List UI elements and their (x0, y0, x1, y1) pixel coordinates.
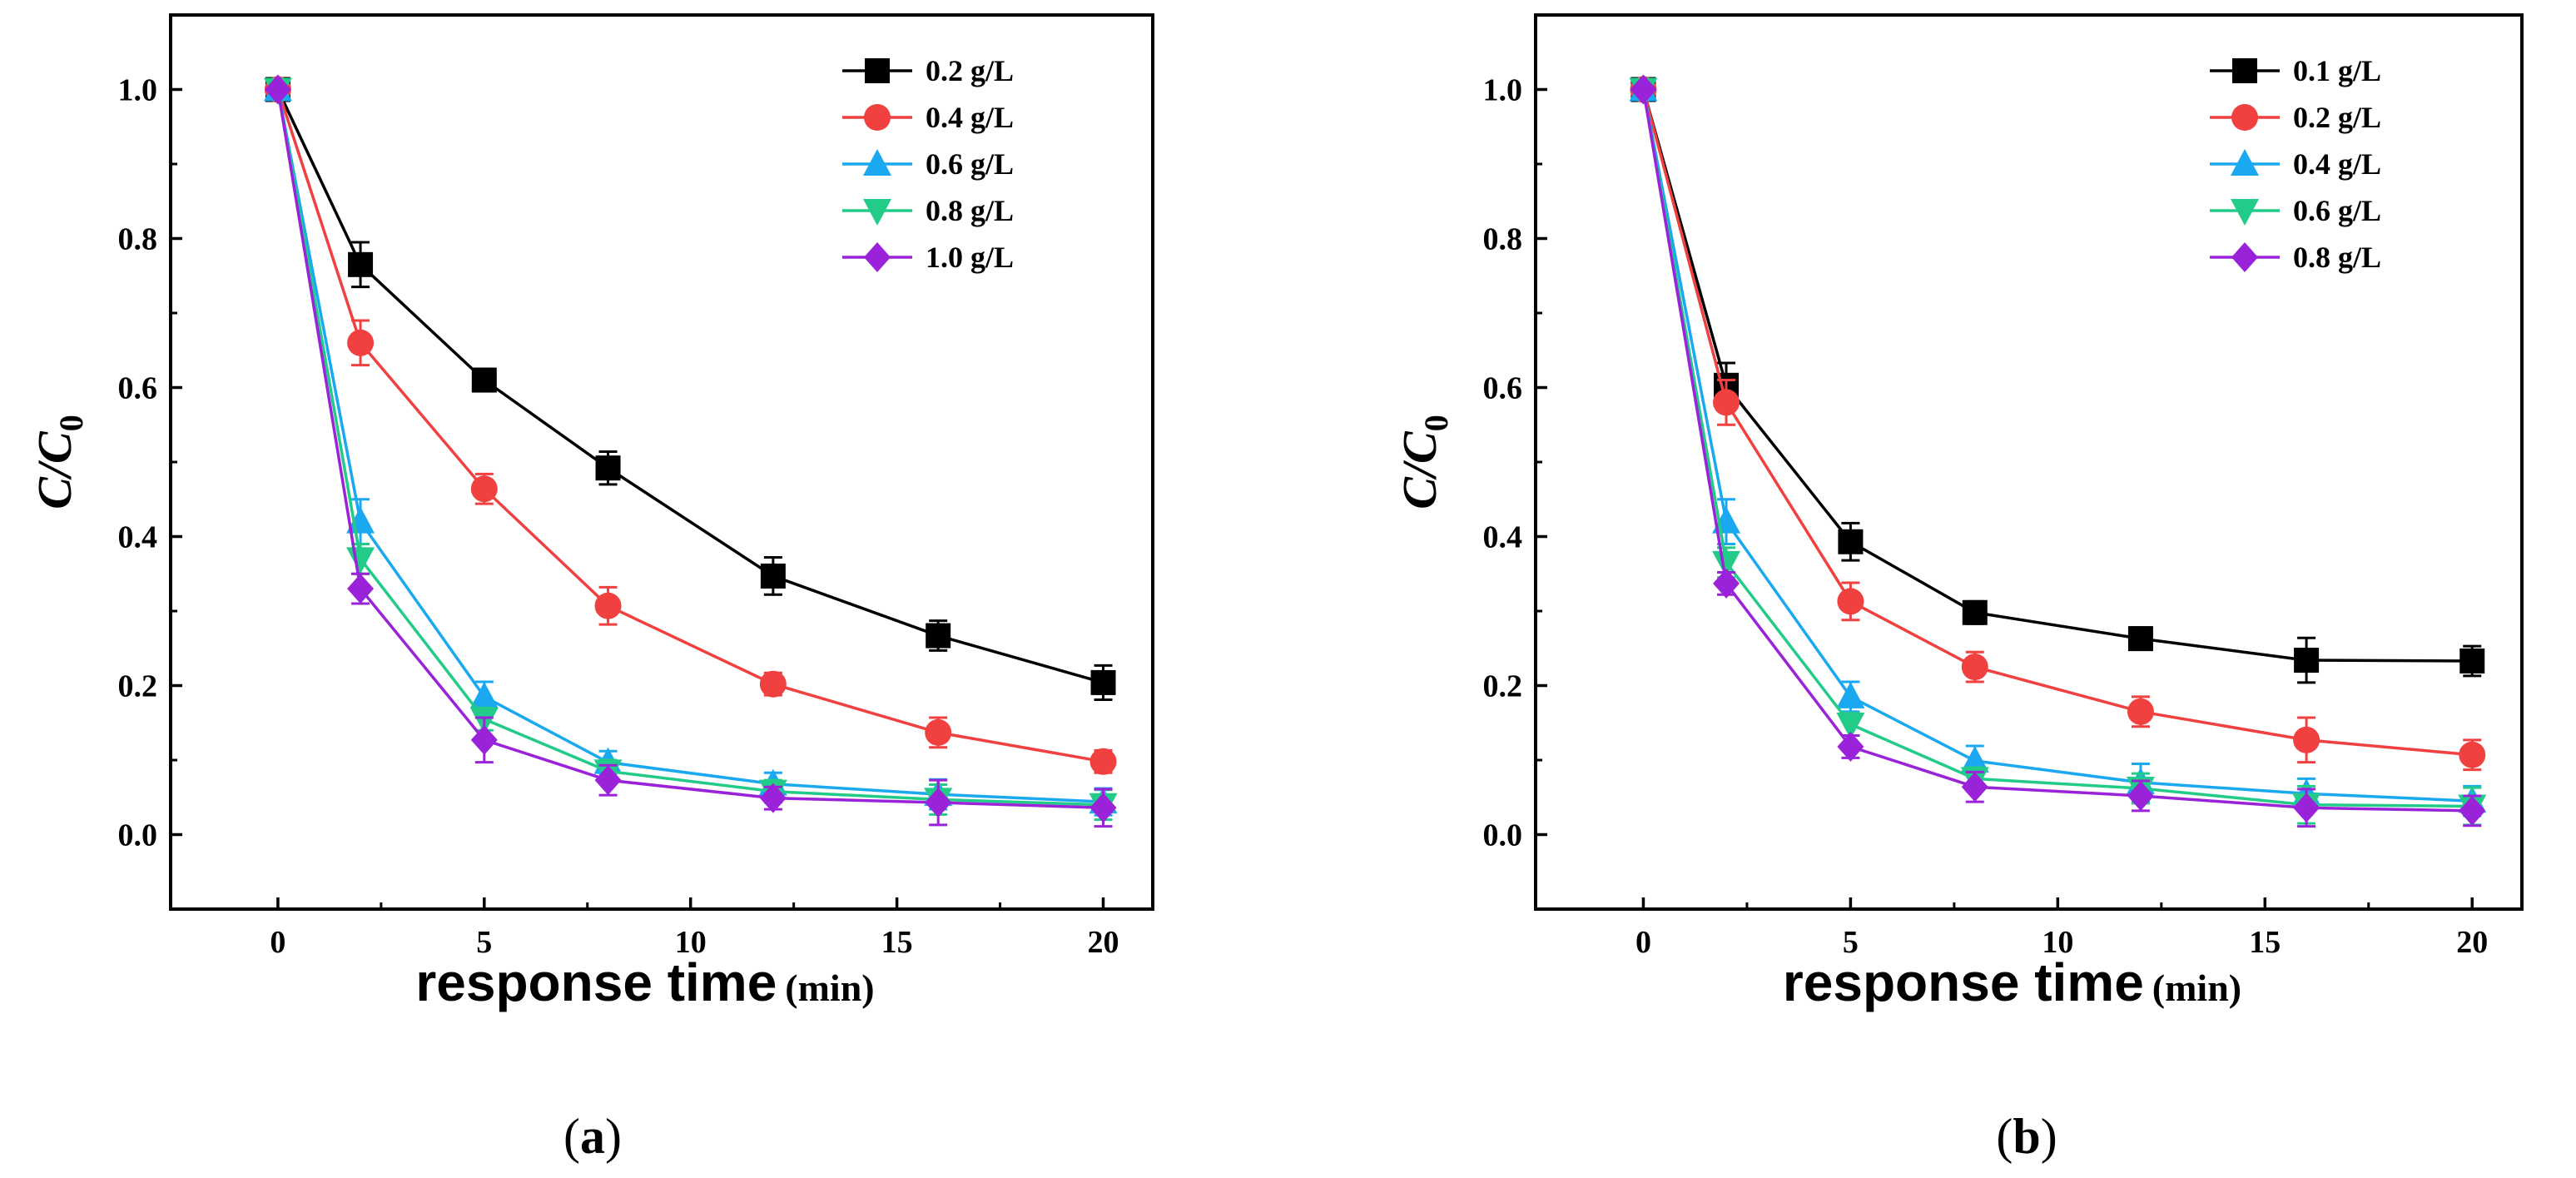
legend-label: 0.4 g/L (2293, 147, 2381, 181)
y-tick-label: 1.0 (1483, 73, 1523, 108)
series-0-4-g-L (265, 77, 1117, 775)
y-axis-label: C/C0 (27, 415, 90, 509)
data-point (2459, 742, 2485, 768)
y-axis-title: C/C (1392, 430, 1447, 509)
legend-label: 0.8 g/L (926, 194, 1014, 227)
panel-paren-close: ) (2041, 1109, 2057, 1164)
y-tick-label: 0.0 (1483, 818, 1523, 853)
legend-marker (2232, 58, 2257, 83)
data-point (1962, 772, 1988, 802)
legend-label: 0.6 g/L (2293, 194, 2381, 227)
panel-paren-close: ) (605, 1109, 622, 1164)
legend-label: 0.1 g/L (2293, 54, 2381, 87)
x-tick-label: 0 (270, 925, 285, 960)
data-point (471, 475, 498, 502)
y-tick-label: 0.4 (118, 520, 158, 555)
y-tick-label: 0.8 (1483, 222, 1523, 257)
series-1-0-g-L (265, 75, 1117, 827)
data-point (1837, 588, 1864, 614)
y-tick-label: 1.0 (118, 73, 158, 108)
legend-label: 0.4 g/L (926, 101, 1014, 134)
y-tick-label: 0.4 (1483, 520, 1523, 555)
y-tick-label: 0.2 (118, 669, 158, 704)
data-point (1713, 389, 1740, 415)
y-tick-label: 0.0 (118, 818, 158, 853)
legend-marker (2231, 104, 2258, 131)
x-tick-label: 20 (1088, 925, 1119, 960)
legend-marker (864, 104, 891, 131)
panel-label: (b) (1996, 1109, 2057, 1164)
legend-label: 0.6 g/L (926, 147, 1014, 181)
x-axis-title: response time (1783, 952, 2144, 1012)
y-axis-subscript: 0 (1417, 415, 1455, 431)
legend-label: 0.2 g/L (2293, 101, 2381, 134)
data-point (2459, 649, 2484, 673)
panel-paren-open: ( (563, 1109, 580, 1164)
x-axis-unit: (min) (785, 967, 874, 1009)
data-point (2128, 626, 2153, 651)
x-tick-label: 20 (2456, 925, 2488, 960)
series-0-8-g-L (264, 78, 1118, 820)
y-axis-label: C/C0 (1392, 415, 1455, 509)
panel-label: (a) (563, 1109, 622, 1164)
data-point (925, 719, 951, 746)
y-tick-label: 0.6 (118, 371, 158, 406)
x-axis-unit: (min) (2152, 967, 2241, 1009)
legend-marker (864, 242, 891, 272)
x-tick-label: 15 (881, 925, 913, 960)
y-axis-title: C/C (27, 430, 82, 509)
legend: 0.1 g/L 0.2 g/L 0.4 g/L 0.6 g/L 0.8 g/L (2210, 54, 2381, 274)
legend-label: 0.8 g/L (2293, 241, 2381, 274)
data-point (1091, 670, 1116, 695)
series-line (1643, 90, 2472, 755)
data-point (596, 455, 621, 480)
x-axis-title: response time (415, 952, 777, 1012)
legend-marker (863, 199, 891, 226)
legend: 0.2 g/L 0.4 g/L 0.6 g/L 0.8 g/L 1.0 g/L (842, 54, 1014, 274)
y-tick-label: 0.8 (118, 222, 158, 257)
data-point (348, 252, 373, 277)
data-point (761, 564, 786, 589)
y-axis-subscript: 0 (52, 415, 90, 431)
legend-marker (2231, 149, 2259, 176)
panel-paren-open: ( (1996, 1109, 2013, 1164)
legend-label: 0.2 g/L (926, 54, 1014, 87)
data-point (760, 671, 787, 698)
y-tick-label: 0.2 (1483, 669, 1523, 704)
data-point (1963, 600, 1988, 625)
x-axis-label: response time (min) (415, 952, 874, 1012)
legend-label: 1.0 g/L (926, 241, 1014, 274)
data-point (1838, 529, 1863, 554)
x-tick-label: 15 (2249, 925, 2281, 960)
panel-letter: b (2013, 1109, 2040, 1164)
data-point (1090, 748, 1117, 775)
data-point (472, 368, 497, 393)
panel-letter: a (580, 1109, 605, 1164)
series-0-6-g-L (264, 75, 1118, 816)
data-point (2127, 698, 2154, 725)
series-0-8-g-L (1630, 75, 2485, 827)
x-tick-label: 0 (1635, 925, 1651, 960)
x-axis-label: response time (min) (1783, 952, 2241, 1012)
data-point (347, 330, 374, 356)
legend-marker (863, 149, 891, 176)
data-point (1836, 682, 1864, 708)
data-point (926, 624, 950, 649)
data-point (595, 593, 622, 619)
data-point (2293, 727, 2320, 753)
legend-marker (865, 58, 890, 83)
series-0-4-g-L (1629, 75, 2486, 817)
legend-marker (2231, 242, 2258, 272)
figure-canvas: 0 5 10 15 200.00.20.40.60.81.0response time(… (0, 0, 2576, 1178)
y-tick-label: 0.6 (1483, 371, 1523, 406)
data-point (2294, 648, 2319, 673)
series-line (278, 90, 1104, 762)
legend-marker (2231, 199, 2259, 226)
data-point (1962, 654, 1988, 680)
